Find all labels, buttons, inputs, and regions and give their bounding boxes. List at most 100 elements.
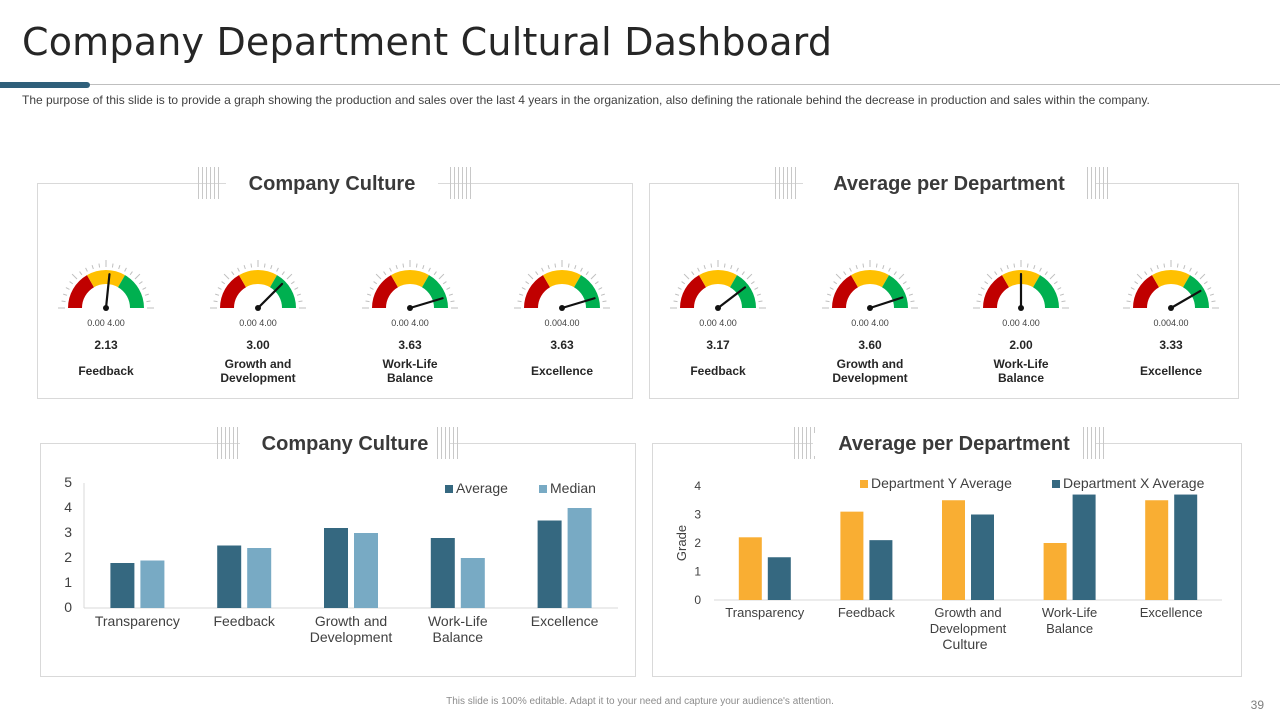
gauge-tick [383,271,387,276]
title-decoration-right [1087,167,1109,199]
gauge-tick [1183,265,1186,270]
gauge-tick [598,287,603,290]
y-axis-title: Grade [674,525,689,561]
gauge-tick [525,281,530,285]
y-tick-label: 1 [694,565,701,579]
x-category-label: Development [310,629,393,645]
gauge-tick [213,300,218,303]
bar-department-x-average [1072,494,1096,600]
gauge-tick [825,300,830,303]
gauge-tick [63,293,68,296]
bar-department-y-average [942,500,965,600]
gauge-tick [223,273,230,280]
gauge-tick [1061,300,1066,303]
gauge-panel-title: Company Culture [226,173,438,196]
gauge-green-zone [270,275,296,308]
gauge-tick [580,267,583,272]
page-title: Company Department Cultural Dashboard [22,20,833,64]
y-tick-label: 4 [694,479,701,493]
gauge-tick [547,265,550,270]
gauge-tick [1134,281,1139,285]
gauge-tick [827,293,832,296]
gauge-red-zone [1133,275,1159,308]
gauge-tick [1026,263,1029,268]
gauge-tick [600,293,605,296]
gauge-dial [514,260,610,311]
gauge-tick [541,267,544,272]
legend-swatch [860,480,868,488]
gauge-tick [1199,273,1206,280]
gauge-green-zone [574,275,600,308]
bar-department-y-average [1043,543,1067,600]
title-decoration-left [794,427,816,459]
gauge-tick [594,281,599,285]
gauge-tick [69,281,74,285]
gauge-green-zone [422,275,448,308]
gauge-green-zone [730,275,756,308]
gauge-value: 3.00 [246,338,270,352]
gauge-label: Work-Life Balance [382,357,438,385]
gauge-label: Growth and Development [220,357,296,385]
gauge-tick [365,300,370,303]
title-decoration-left [775,167,797,199]
gauge-label: Feedback [78,364,134,378]
gauge-yellow-zone [87,270,125,288]
bar-average [110,563,135,608]
gauge-dial [58,260,154,311]
gauge-tick [697,267,700,272]
chart-panel-title: Company Culture [240,433,450,456]
gauge-needle-hub [1018,305,1024,311]
y-tick-label: 2 [64,549,72,565]
gauge-needle [716,286,747,310]
y-tick-label: 0 [694,593,701,607]
gauge-tick [906,287,911,290]
gauge-scale-range: 0.00 4.00 [391,318,429,328]
gauge-tick [849,267,852,272]
bar-department-x-average [869,540,893,600]
gauge-yellow-zone [1152,270,1190,288]
gauge-tick [843,271,847,276]
gauge-yellow-zone [543,270,581,288]
x-category-label: Transparency [95,613,180,629]
gauge-needle-hub [1168,305,1174,311]
gauge-tick [243,265,246,270]
gauge-tick [124,267,127,272]
gauge-tick [976,300,981,303]
gauge-tick [910,300,915,303]
gauge-needle-hub [559,305,565,311]
gauge-tick [237,267,240,272]
gauge-red-zone [68,275,94,308]
x-category-label: Feedback [838,605,896,620]
x-category-label: Development [930,621,1007,636]
bar-average [537,520,562,608]
gauge-panel-title: Average per Department [803,173,1095,196]
gauge-tick [217,287,222,290]
gauge-tick [1150,267,1153,272]
gauge-value: 3.60 [858,338,882,352]
gauge-tick [296,293,301,296]
gauge-red-zone [832,275,858,308]
gauge-needle [868,296,904,310]
bar-chart-average-per-department: 0 1 2 3 4 Transparency Feedback Growth andDevel… [674,475,1222,652]
page-number: 39 [1250,698,1264,712]
gauge-tick [602,300,607,303]
gauge-tick [882,265,885,270]
bar-average [324,528,348,608]
title-divider [0,84,1280,85]
bar-department-x-average [1174,494,1198,600]
legend-swatch [1052,480,1060,488]
gauge-tick [1144,271,1148,276]
gauge-tick [527,273,534,280]
y-tick-label: 4 [64,499,72,515]
gauge-dial [362,260,458,311]
gauge-needle-hub [255,305,261,311]
x-category-label: Excellence [1140,605,1203,620]
gauge-tick [1207,287,1212,290]
gauge-tick [1044,271,1048,276]
gauge-tick [450,300,455,303]
gauge-label: Excellence [530,364,594,378]
gauge-red-zone [680,275,706,308]
y-tick-label: 2 [694,536,701,550]
gauge-dial [670,260,766,311]
gauge-tick [978,293,983,296]
